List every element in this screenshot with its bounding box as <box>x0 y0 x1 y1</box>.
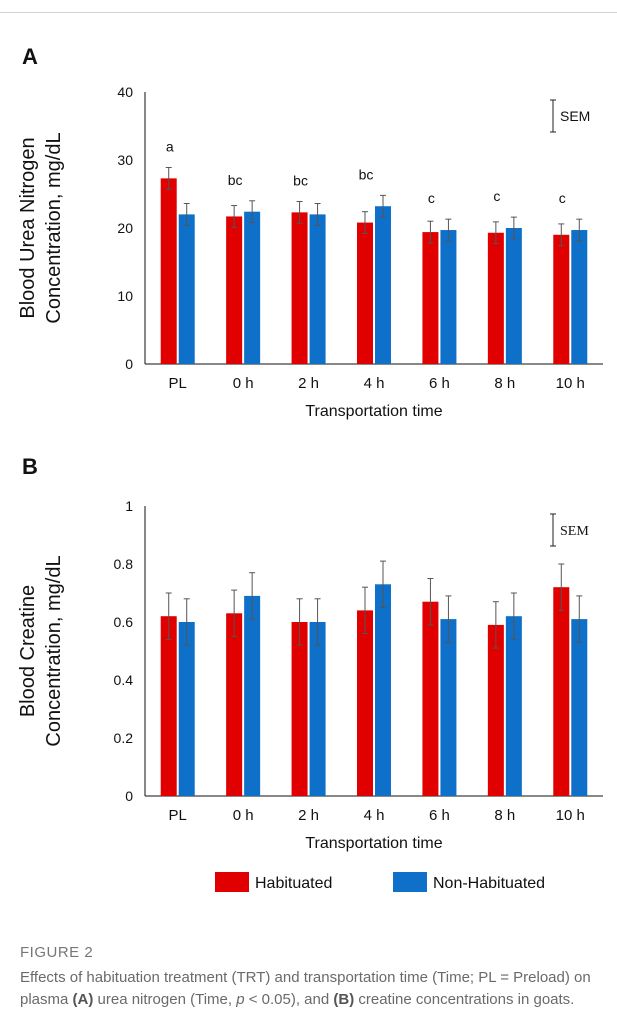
bar-habituated <box>487 624 504 796</box>
y-axis-title-line1: Blood Creatine <box>17 585 39 717</box>
bar-habituated <box>553 234 570 364</box>
y-axis-title-line1: Blood Urea Nitrogen <box>17 137 39 318</box>
y-tick-label: 0.2 <box>114 730 134 746</box>
x-tick-label: 6 h <box>429 807 450 824</box>
x-tick-label: 4 h <box>364 807 385 824</box>
x-tick-label: 6 h <box>429 375 450 392</box>
chart-a: Blood Urea Nitrogen Concentration, mg/dL 0… <box>17 84 603 420</box>
x-tick-label: 8 h <box>494 807 515 824</box>
panel-label-a: A <box>22 44 38 69</box>
x-tick-label: 10 h <box>556 375 585 392</box>
top-rule <box>0 12 617 13</box>
y-tick-label: 40 <box>117 84 133 100</box>
x-tick-label: 2 h <box>298 375 319 392</box>
y-tick-label: 0.4 <box>114 672 134 688</box>
bar-non-habituated <box>505 228 522 364</box>
y-tick-label: 0 <box>125 356 133 372</box>
significance-letter: a <box>166 138 174 154</box>
x-tick-label: PL <box>169 375 187 392</box>
bar-non-habituated <box>178 214 195 364</box>
significance-letter: bc <box>228 172 243 188</box>
significance-letter: c <box>559 190 566 206</box>
x-tick-label: 8 h <box>494 375 515 392</box>
bar-habituated <box>226 216 243 364</box>
caption-label: FIGURE 2 <box>20 944 94 961</box>
caption-text: Effects of habituation treatment (TRT) a… <box>20 969 591 1008</box>
y-tick-label: 10 <box>117 288 133 304</box>
y-tick-label: 20 <box>117 220 133 236</box>
x-tick-label: 0 h <box>233 807 254 824</box>
x-tick-label: 10 h <box>556 807 585 824</box>
bar-non-habituated <box>244 595 261 796</box>
chart-b: Blood Creatine Concentration, mg/dL 0 0.2 0.… <box>17 498 603 892</box>
bar-non-habituated <box>440 619 457 796</box>
bar-non-habituated <box>178 622 195 796</box>
x-axis-title: Transportation time <box>305 403 442 420</box>
bar-habituated <box>291 622 308 796</box>
y-tick-label: 0.6 <box>114 614 134 630</box>
bar-habituated <box>553 587 570 796</box>
y-axis-title-line2: Concentration, mg/dL <box>43 132 65 323</box>
figure-caption: FIGURE 2 Effects of habituation treatmen… <box>20 944 600 1011</box>
bar-non-habituated <box>309 622 326 796</box>
bar-habituated <box>422 601 439 796</box>
y-tick-label: 1 <box>125 498 133 514</box>
x-tick-label: 0 h <box>233 375 254 392</box>
bar-non-habituated <box>309 214 326 364</box>
y-axis-title-line2: Concentration, mg/dL <box>43 555 65 746</box>
x-tick-label: 4 h <box>364 375 385 392</box>
significance-letter: c <box>428 190 435 206</box>
legend-label: Non-Habituated <box>433 875 545 892</box>
bar-non-habituated <box>571 230 588 364</box>
significance-letter: c <box>493 188 500 204</box>
bar-non-habituated <box>440 230 457 364</box>
sem-key-label: SEM <box>560 108 590 124</box>
bar-habituated <box>357 222 373 364</box>
legend-swatch <box>215 872 249 892</box>
bar-non-habituated <box>571 619 588 796</box>
bar-habituated <box>357 610 373 796</box>
bar-non-habituated <box>244 211 261 364</box>
bar-non-habituated <box>505 616 522 796</box>
x-tick-label: PL <box>169 807 187 824</box>
significance-letter: bc <box>293 172 308 188</box>
bar-habituated <box>291 212 308 364</box>
bar-habituated <box>487 232 504 364</box>
bar-non-habituated <box>375 206 391 364</box>
significance-letter: bc <box>359 166 374 182</box>
y-tick-label: 0 <box>125 788 133 804</box>
legend-swatch <box>393 872 427 892</box>
bar-habituated <box>422 232 439 364</box>
bar-habituated <box>160 178 177 364</box>
bar-habituated <box>160 616 177 796</box>
bar-habituated <box>226 613 243 796</box>
bar-non-habituated <box>375 584 391 796</box>
panel-label-b: B <box>22 454 38 479</box>
y-tick-label: 30 <box>117 152 133 168</box>
x-tick-label: 2 h <box>298 807 319 824</box>
sem-key-label: SEM <box>560 524 589 539</box>
x-axis-title: Transportation time <box>305 835 442 852</box>
y-tick-label: 0.8 <box>114 556 134 572</box>
legend-label: Habituated <box>255 875 332 892</box>
